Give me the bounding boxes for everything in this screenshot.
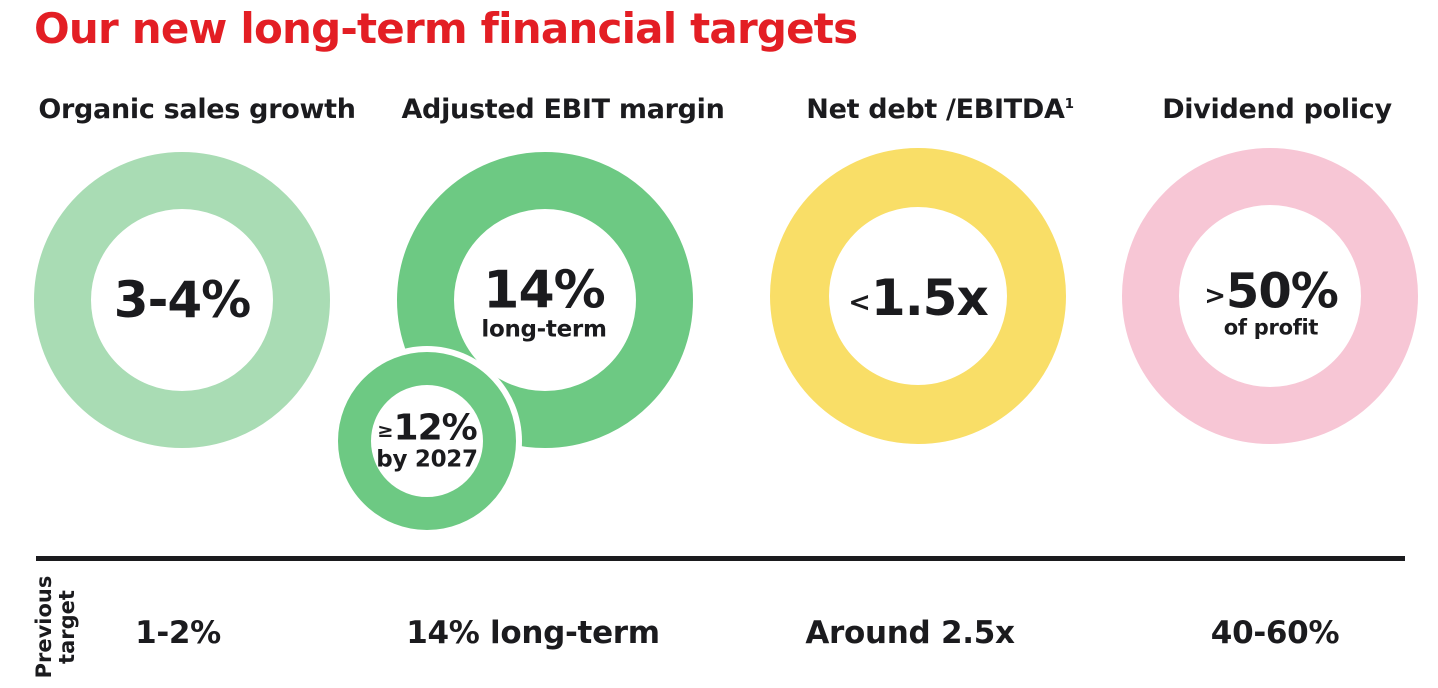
donut-label-net-debt-ebitda: <1.5x bbox=[848, 269, 988, 327]
previous-target-adjusted-ebit-margin: 14% long-term bbox=[406, 615, 660, 651]
donut-label-dividend-policy: >50% of profit bbox=[1204, 263, 1339, 340]
donut-label-organic-sales-growth: 3-4% bbox=[113, 271, 251, 329]
donut-value: 3-4% bbox=[113, 271, 251, 329]
slide-title: Our new long-term financial targets bbox=[34, 4, 858, 53]
column-header-adjusted-ebit-margin: Adjusted EBIT margin bbox=[401, 94, 725, 125]
column-header-net-debt-ebitda: Net debt /EBITDA1 bbox=[806, 94, 1074, 125]
donut-value: 14% bbox=[483, 260, 605, 321]
donut-label-ebit-margin-2027: ≥12% by 2027 bbox=[376, 407, 478, 473]
donut-sublabel: by 2027 bbox=[376, 446, 478, 473]
donut-value: ≥12% bbox=[377, 407, 477, 449]
greater-than-sign: > bbox=[1204, 280, 1226, 311]
donut-value: >50% bbox=[1204, 263, 1339, 320]
donut-sublabel: of profit bbox=[1223, 315, 1319, 340]
previous-target-organic-sales-growth: 1-2% bbox=[135, 615, 221, 651]
donut-sublabel: long-term bbox=[481, 316, 607, 343]
divider-line bbox=[36, 556, 1405, 561]
column-header-dividend-policy: Dividend policy bbox=[1162, 94, 1392, 125]
donut-value: <1.5x bbox=[848, 269, 988, 327]
donut-label-adjusted-ebit-margin: 14% long-term bbox=[481, 260, 607, 343]
column-header-organic-sales-growth: Organic sales growth bbox=[38, 94, 356, 125]
previous-target-dividend-policy: 40-60% bbox=[1210, 615, 1340, 651]
previous-target-label: Previous target bbox=[32, 575, 79, 679]
previous-target-net-debt-ebitda: Around 2.5x bbox=[805, 615, 1015, 651]
less-than-sign: < bbox=[848, 287, 871, 319]
greater-equal-sign: ≥ bbox=[377, 418, 394, 442]
footnote-marker: 1 bbox=[1064, 95, 1074, 112]
